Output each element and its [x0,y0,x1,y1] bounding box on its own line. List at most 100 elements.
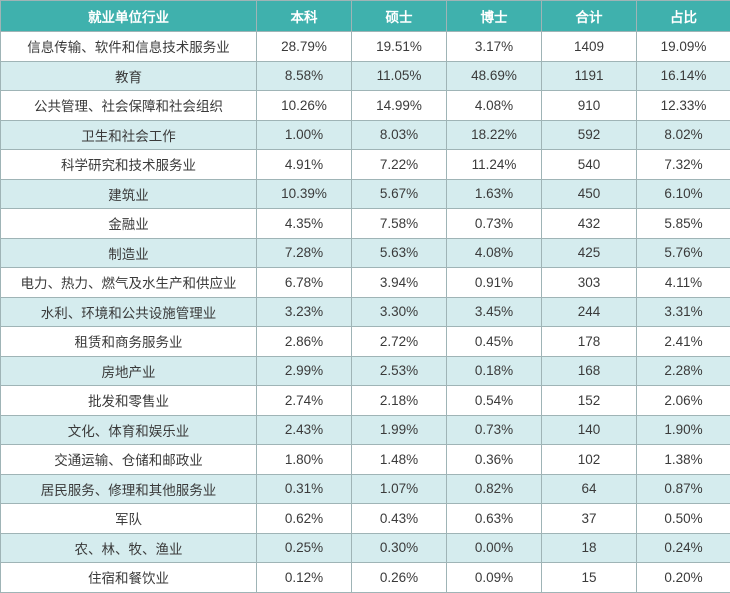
bachelor-cell: 6.78% [257,268,352,298]
industry-cell: 文化、体育和娱乐业 [1,415,257,445]
bachelor-cell: 10.26% [257,91,352,121]
master-cell: 11.05% [352,61,447,91]
share-cell: 3.31% [637,297,730,327]
table-header: 就业单位行业 本科 硕士 博士 合计 占比 [1,1,730,32]
total-cell: 18 [542,533,637,563]
industry-cell: 居民服务、修理和其他服务业 [1,474,257,504]
total-cell: 178 [542,327,637,357]
share-cell: 0.50% [637,504,730,534]
bachelor-cell: 0.12% [257,563,352,593]
doctor-cell: 4.08% [447,238,542,268]
industry-cell: 房地产业 [1,356,257,386]
master-cell: 1.48% [352,445,447,475]
doctor-cell: 0.00% [447,533,542,563]
master-cell: 1.99% [352,415,447,445]
master-cell: 19.51% [352,32,447,62]
share-cell: 0.87% [637,474,730,504]
industry-cell: 电力、热力、燃气及水生产和供应业 [1,268,257,298]
doctor-cell: 48.69% [447,61,542,91]
doctor-cell: 0.09% [447,563,542,593]
bachelor-cell: 4.35% [257,209,352,239]
industry-cell: 教育 [1,61,257,91]
share-cell: 12.33% [637,91,730,121]
bachelor-cell: 2.86% [257,327,352,357]
doctor-cell: 0.73% [447,209,542,239]
share-cell: 4.11% [637,268,730,298]
master-cell: 3.94% [352,268,447,298]
master-cell: 7.58% [352,209,447,239]
bachelor-cell: 1.80% [257,445,352,475]
doctor-cell: 4.08% [447,91,542,121]
share-cell: 1.38% [637,445,730,475]
bachelor-cell: 7.28% [257,238,352,268]
industry-cell: 公共管理、社会保障和社会组织 [1,91,257,121]
master-cell: 2.72% [352,327,447,357]
share-cell: 19.09% [637,32,730,62]
master-cell: 14.99% [352,91,447,121]
industry-cell: 科学研究和技术服务业 [1,150,257,180]
total-cell: 64 [542,474,637,504]
share-cell: 2.41% [637,327,730,357]
header-master: 硕士 [352,1,447,32]
master-cell: 7.22% [352,150,447,180]
total-cell: 152 [542,386,637,416]
master-cell: 0.30% [352,533,447,563]
total-cell: 15 [542,563,637,593]
industry-cell: 租赁和商务服务业 [1,327,257,357]
share-cell: 2.28% [637,356,730,386]
total-cell: 168 [542,356,637,386]
header-doctor: 博士 [447,1,542,32]
total-cell: 450 [542,179,637,209]
header-row: 就业单位行业 本科 硕士 博士 合计 占比 [1,1,730,32]
master-cell: 5.67% [352,179,447,209]
master-cell: 8.03% [352,120,447,150]
industry-cell: 农、林、牧、渔业 [1,533,257,563]
industry-cell: 卫生和社会工作 [1,120,257,150]
industry-cell: 住宿和餐饮业 [1,563,257,593]
master-cell: 2.18% [352,386,447,416]
header-industry: 就业单位行业 [1,1,257,32]
industry-cell: 交通运输、仓储和邮政业 [1,445,257,475]
bachelor-cell: 0.31% [257,474,352,504]
bachelor-cell: 28.79% [257,32,352,62]
total-cell: 592 [542,120,637,150]
total-cell: 102 [542,445,637,475]
doctor-cell: 0.91% [447,268,542,298]
share-cell: 8.02% [637,120,730,150]
doctor-cell: 11.24% [447,150,542,180]
total-cell: 140 [542,415,637,445]
master-cell: 2.53% [352,356,447,386]
bachelor-cell: 10.39% [257,179,352,209]
share-cell: 7.32% [637,150,730,180]
master-cell: 3.30% [352,297,447,327]
share-cell: 0.20% [637,563,730,593]
total-cell: 1191 [542,61,637,91]
total-cell: 37 [542,504,637,534]
total-cell: 303 [542,268,637,298]
doctor-cell: 18.22% [447,120,542,150]
industry-cell: 金融业 [1,209,257,239]
total-cell: 432 [542,209,637,239]
share-cell: 5.85% [637,209,730,239]
industry-cell: 建筑业 [1,179,257,209]
bachelor-cell: 8.58% [257,61,352,91]
doctor-cell: 0.63% [447,504,542,534]
bachelor-cell: 3.23% [257,297,352,327]
total-cell: 910 [542,91,637,121]
bachelor-cell: 0.25% [257,533,352,563]
industry-cell: 军队 [1,504,257,534]
